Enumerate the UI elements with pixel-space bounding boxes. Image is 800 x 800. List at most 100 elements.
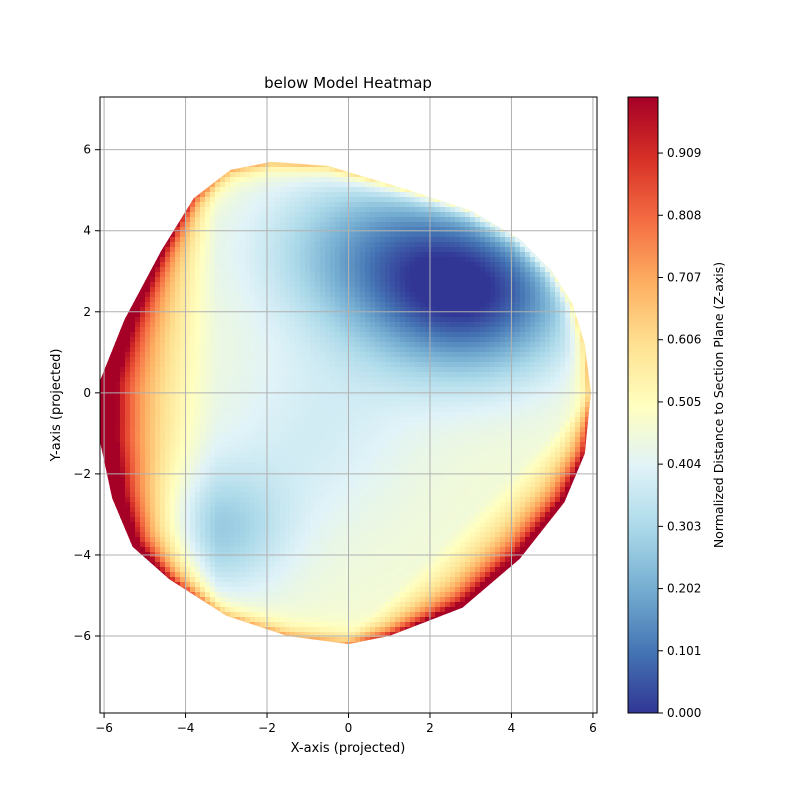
heatmap-cell (140, 267, 146, 273)
heatmap-cell (105, 357, 111, 363)
heatmap-cell (240, 197, 246, 203)
heatmap-cell (310, 382, 316, 388)
heatmap-cell (475, 287, 481, 293)
heatmap-cell (170, 362, 176, 368)
heatmap-cell (335, 372, 341, 378)
heatmap-cell (110, 272, 116, 278)
heatmap-cell (350, 277, 356, 283)
heatmap-cell (490, 287, 496, 293)
heatmap-cell (350, 337, 356, 343)
heatmap-cell (550, 337, 556, 343)
heatmap-cell (495, 297, 501, 303)
heatmap-cell (545, 262, 551, 268)
heatmap-cell (400, 362, 406, 368)
heatmap-cell (575, 332, 581, 338)
heatmap-cell (405, 222, 411, 228)
heatmap-cell (520, 292, 526, 298)
heatmap-cell (280, 252, 286, 258)
heatmap-cell (195, 252, 201, 258)
heatmap-cell (445, 182, 451, 188)
heatmap-cell (415, 182, 421, 188)
heatmap-cell (520, 317, 526, 323)
heatmap-cell (380, 307, 386, 313)
heatmap-cell (150, 397, 156, 403)
heatmap-cell (555, 337, 561, 343)
heatmap-cell (100, 182, 106, 188)
heatmap-cell (235, 327, 241, 333)
heatmap-cell (445, 161, 451, 163)
heatmap-cell (520, 242, 526, 248)
heatmap-cell (495, 212, 501, 218)
heatmap-cell (530, 392, 536, 398)
heatmap-cell (240, 307, 246, 313)
heatmap-cell (430, 367, 436, 373)
heatmap-cell (190, 197, 196, 203)
heatmap-cell (380, 267, 386, 273)
heatmap-cell (470, 382, 476, 388)
heatmap-cell (315, 187, 321, 193)
heatmap-cell (255, 277, 261, 283)
heatmap-cell (320, 257, 326, 263)
heatmap-cell (310, 297, 316, 303)
heatmap-cell (455, 182, 461, 188)
heatmap-cell (515, 327, 521, 333)
heatmap-cell (260, 347, 266, 353)
heatmap-cell (270, 232, 276, 238)
heatmap-cell (145, 222, 151, 228)
heatmap-cell (460, 382, 466, 388)
heatmap-cell (465, 347, 471, 353)
heatmap-cell (140, 397, 146, 403)
heatmap-cell (280, 382, 286, 388)
heatmap-cell (170, 337, 176, 343)
heatmap-cell (445, 262, 451, 268)
heatmap-cell (145, 182, 151, 188)
heatmap-cell (200, 242, 206, 248)
heatmap-cell (460, 182, 466, 188)
heatmap-cell (390, 252, 396, 258)
heatmap-cell (130, 357, 136, 363)
heatmap-cell (370, 377, 376, 383)
heatmap-cell (220, 262, 226, 268)
heatmap-cell (310, 212, 316, 218)
heatmap-cell (260, 357, 266, 363)
heatmap-cell (450, 197, 456, 203)
heatmap-cell (275, 232, 281, 238)
heatmap-cell (435, 347, 441, 353)
heatmap-cell (195, 262, 201, 268)
heatmap-cell (305, 337, 311, 343)
heatmap-cell (155, 227, 161, 233)
heatmap-cell (135, 242, 141, 248)
heatmap-cell (135, 197, 141, 203)
heatmap-cell (345, 332, 351, 338)
heatmap-cell (275, 302, 281, 308)
heatmap-cell (465, 227, 471, 233)
heatmap-cell (140, 387, 146, 393)
heatmap-cell (495, 387, 501, 393)
heatmap-cell (470, 232, 476, 238)
heatmap-cell (410, 307, 416, 313)
heatmap-cell (475, 372, 481, 378)
heatmap-cell (510, 372, 516, 378)
heatmap-cell (520, 397, 526, 403)
heatmap-cell (360, 182, 366, 188)
heatmap-cell (400, 177, 406, 183)
heatmap-cell (110, 182, 116, 188)
heatmap-cell (380, 207, 386, 213)
heatmap-cell (405, 152, 411, 158)
heatmap-cell (435, 387, 441, 393)
heatmap-cell (390, 357, 396, 363)
heatmap-cell (325, 197, 331, 203)
heatmap-cell (560, 272, 566, 278)
heatmap-cell (425, 362, 431, 368)
heatmap-cell (280, 161, 286, 163)
heatmap-cell (245, 242, 251, 248)
heatmap-cell (165, 382, 171, 388)
heatmap-cell (480, 212, 486, 218)
heatmap-cell (350, 237, 356, 243)
heatmap-cell (355, 322, 361, 328)
heatmap-cell (280, 172, 286, 178)
heatmap-cell (535, 347, 541, 353)
heatmap-cell (440, 362, 446, 368)
heatmap-cell (225, 297, 231, 303)
heatmap-cell (135, 162, 141, 168)
